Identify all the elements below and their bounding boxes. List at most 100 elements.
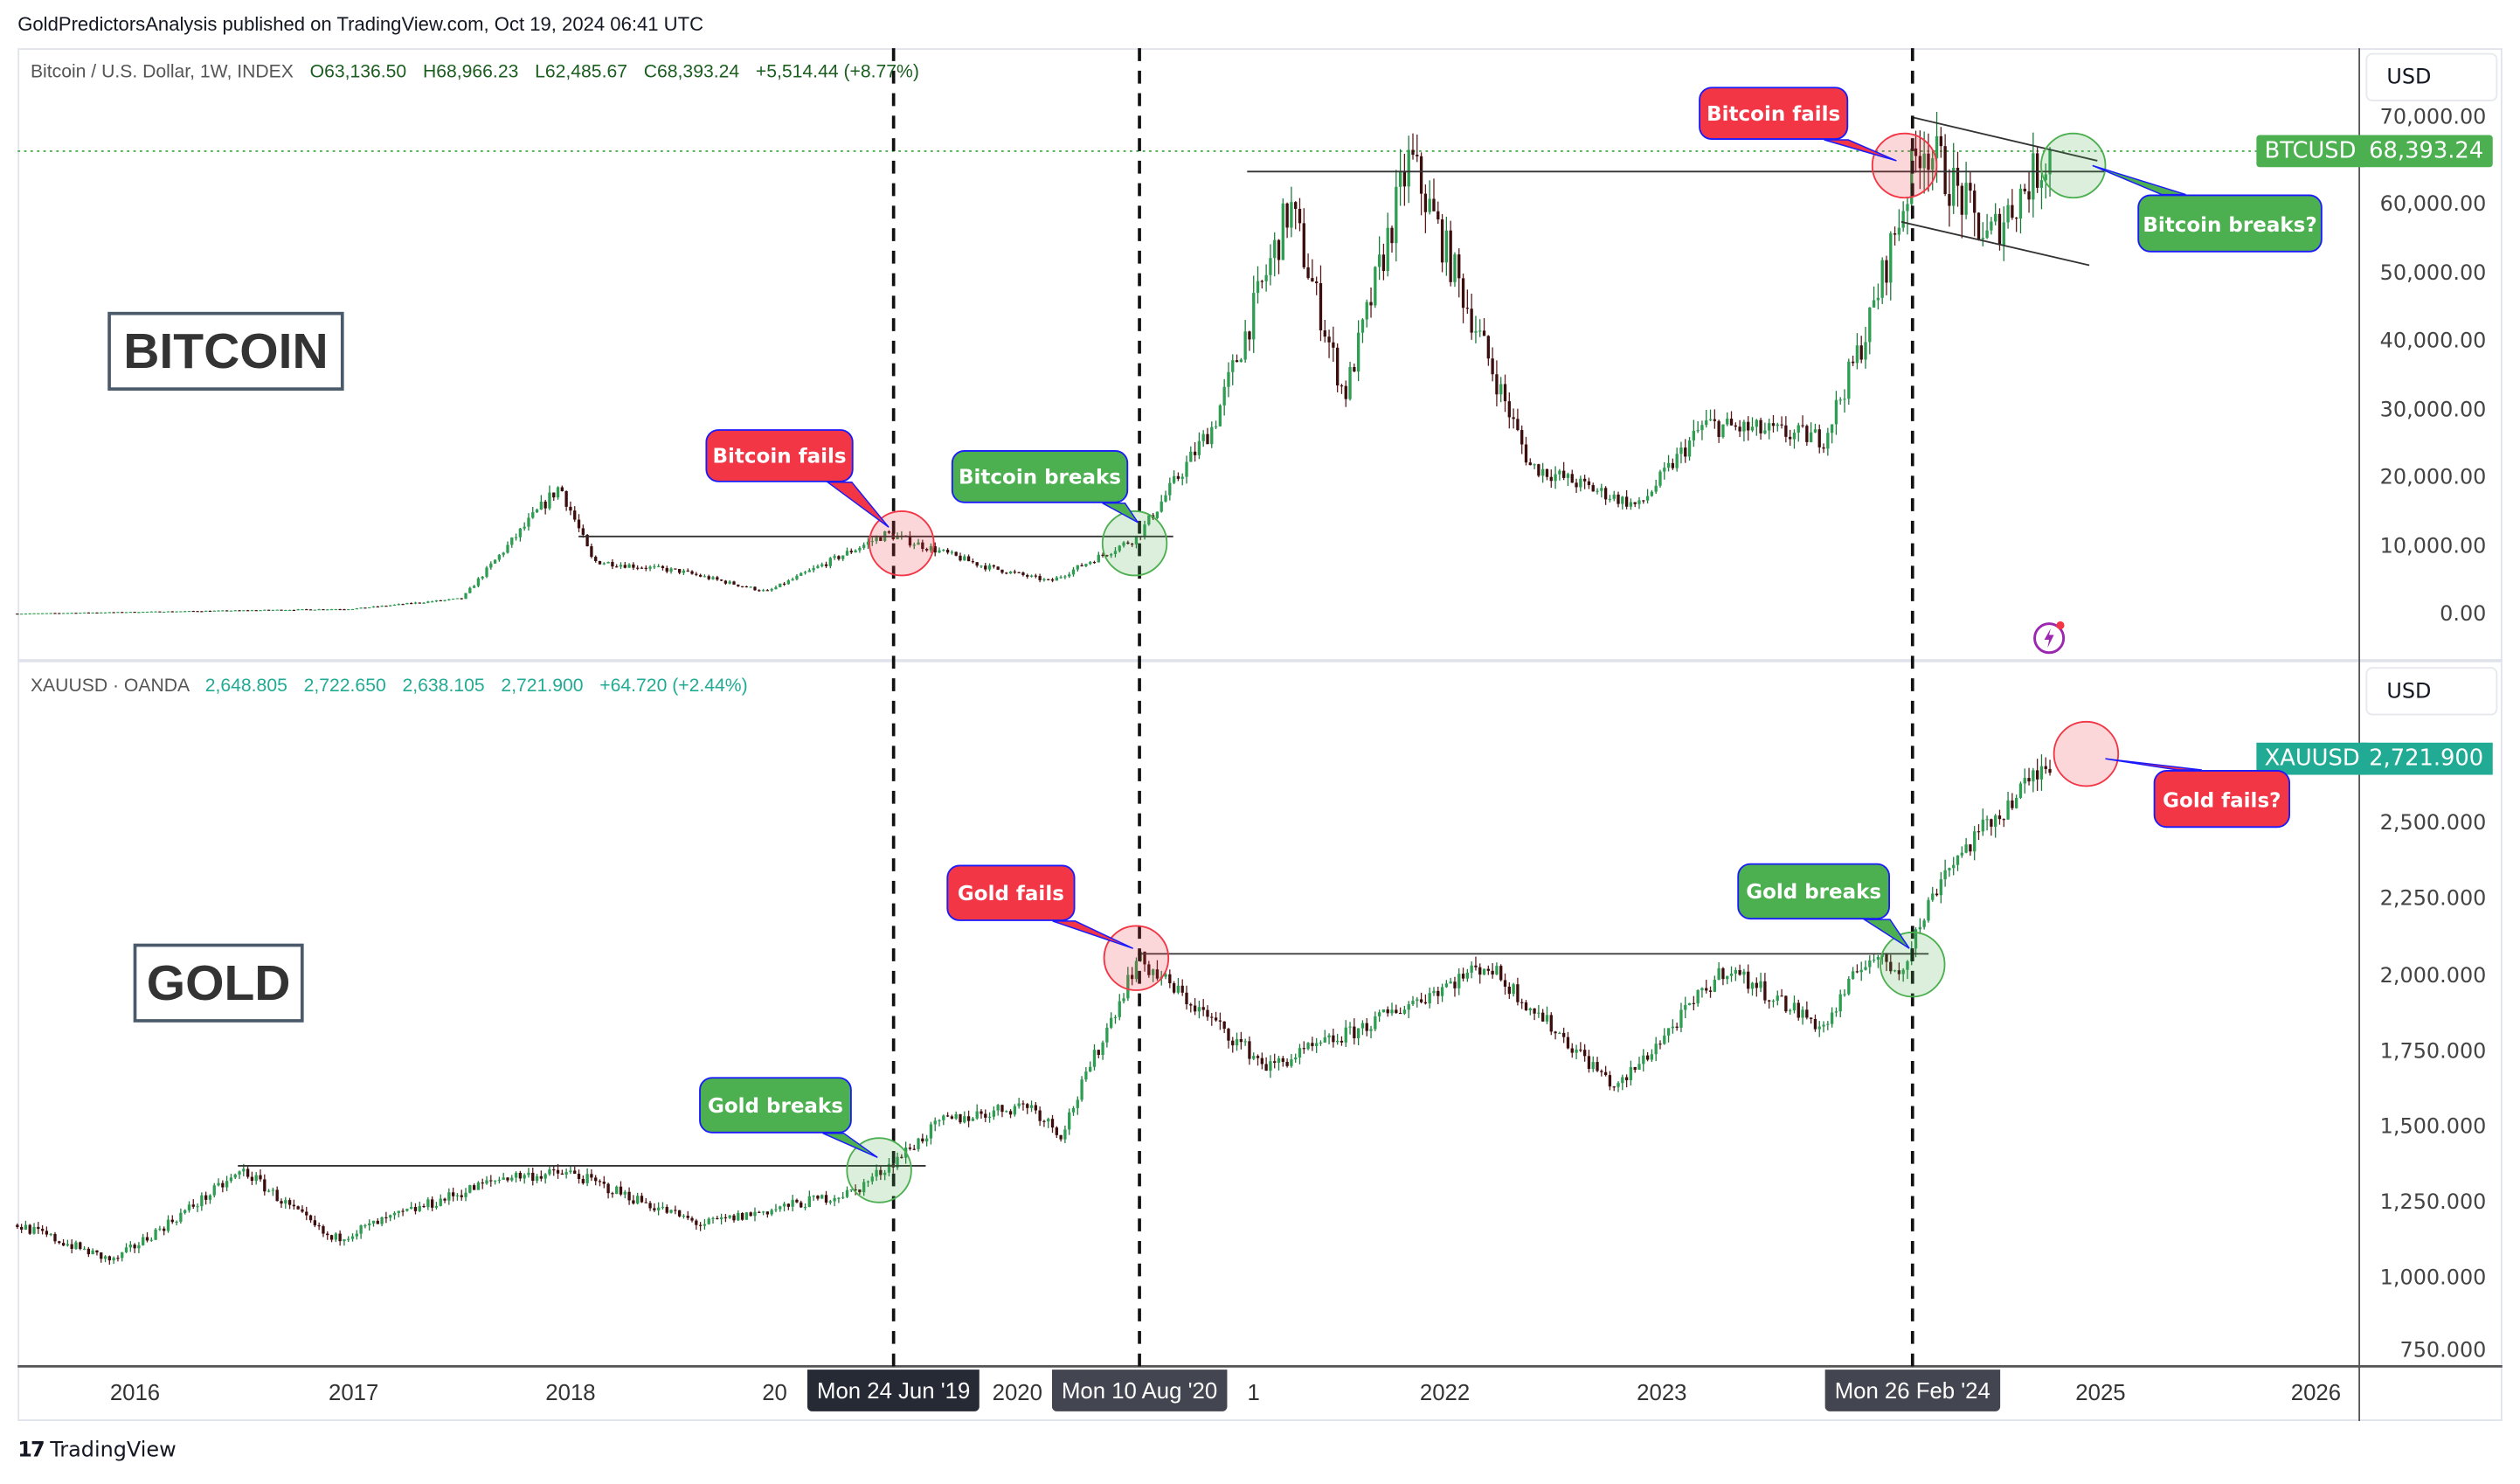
btc-candle xyxy=(975,562,979,566)
btc-candle xyxy=(1922,153,1926,169)
time-tick-label: 2026 xyxy=(2290,1379,2342,1405)
btc-candle xyxy=(405,603,409,605)
btc-candle xyxy=(347,609,350,611)
callout-gold-fails-question[interactable]: Gold fails? xyxy=(2153,770,2291,829)
btc-candle xyxy=(163,611,166,614)
price-tick-label: 1,000.000 xyxy=(2379,1266,2487,1291)
callout-bitcoin-fails-2024[interactable]: Bitcoin fails xyxy=(1699,87,1849,141)
btc-candle xyxy=(644,567,647,569)
time-tick-label: 2022 xyxy=(1419,1379,1471,1405)
gold-last-price-label: 2,721.900 xyxy=(2360,742,2493,775)
btc-candle xyxy=(1155,511,1160,518)
gold-candle xyxy=(1708,990,1713,992)
gold-candle xyxy=(1969,844,1972,852)
gold-candle xyxy=(719,1217,723,1219)
callout-bitcoin-breaks-question[interactable]: Bitcoin breaks? xyxy=(2137,194,2323,253)
gold-candle xyxy=(397,1210,400,1213)
btc-candle xyxy=(401,604,405,606)
callout-gold-breaks-2019[interactable]: Gold breaks xyxy=(699,1077,852,1134)
gold-candle xyxy=(686,1215,689,1218)
btc-candle xyxy=(460,598,463,600)
gold-symbol-price-label: XAUUSD xyxy=(2256,742,2368,775)
gold-candle xyxy=(380,1217,384,1224)
btc-candle xyxy=(1721,424,1725,438)
btc-candle xyxy=(1687,440,1692,457)
footer-brand[interactable]: TradingView xyxy=(50,1439,177,1463)
btc-candle xyxy=(942,549,945,551)
gold-candle xyxy=(1285,1061,1289,1066)
date-marker-jun-2019: Mon 24 Jun '19 xyxy=(807,1370,980,1411)
callout-gold-breaks-2024[interactable]: Gold breaks xyxy=(1737,863,1891,920)
gold-candle xyxy=(246,1168,250,1177)
gold-candle xyxy=(665,1206,668,1213)
btc-candle xyxy=(112,612,115,614)
btc-candle xyxy=(238,610,241,612)
gold-candle xyxy=(1687,1002,1692,1005)
btc-candle xyxy=(1092,562,1097,564)
gold-candle xyxy=(1101,1042,1104,1056)
gold-candle xyxy=(1512,984,1515,995)
highlight-circle xyxy=(1103,925,1170,991)
gold-candle xyxy=(410,1206,413,1210)
gold-candle xyxy=(1579,1049,1582,1051)
btc-candle xyxy=(271,609,275,612)
btc-symbol[interactable]: Bitcoin / U.S. Dollar, 1W, INDEX xyxy=(30,62,294,82)
btc-candle xyxy=(1164,495,1167,502)
gold-currency-button[interactable]: USD xyxy=(2365,667,2498,716)
gold-candle xyxy=(1214,1017,1218,1021)
gold-candle xyxy=(2035,770,2039,780)
btc-candle xyxy=(1285,203,1289,228)
gold-candle xyxy=(1813,1018,1817,1030)
btc-candle xyxy=(431,601,434,603)
btc-candle xyxy=(493,559,497,564)
gold-candle xyxy=(1747,971,1750,989)
btc-candle xyxy=(1281,203,1284,260)
gold-candle xyxy=(669,1210,673,1213)
btc-candle xyxy=(61,613,66,614)
btc-candle xyxy=(585,534,589,547)
lightning-icon[interactable] xyxy=(2032,619,2067,655)
gold-candle xyxy=(1021,1103,1025,1105)
btc-candle xyxy=(1654,485,1658,492)
btc-candle xyxy=(615,566,619,568)
btc-candle xyxy=(254,610,258,612)
btc-candle xyxy=(313,609,317,611)
gold-candle xyxy=(992,1110,996,1117)
gold-candle xyxy=(1231,1040,1235,1046)
gold-candle xyxy=(1864,967,1867,970)
btc-candle xyxy=(250,610,254,612)
gold-candle xyxy=(1642,1055,1645,1064)
gold-candle xyxy=(1792,1002,1797,1011)
btc-candle xyxy=(91,612,94,614)
btc-candle xyxy=(1838,399,1842,401)
callout-bitcoin-breaks-2020[interactable]: Bitcoin breaks xyxy=(951,450,1129,503)
price-tick-label: 70,000.00 xyxy=(2379,105,2487,130)
gold-candle xyxy=(1713,980,1716,992)
btc-candle xyxy=(1050,579,1055,581)
btc-candle xyxy=(744,586,749,588)
btc-candle xyxy=(1650,491,1654,496)
btc-candle xyxy=(1671,462,1675,468)
gold-candle xyxy=(870,1176,874,1182)
btc-candle xyxy=(1294,202,1298,209)
gold-candle xyxy=(1738,970,1741,975)
callout-bitcoin-fails-2019[interactable]: Bitcoin fails xyxy=(705,429,854,482)
gold-candle xyxy=(1008,1111,1013,1115)
gold-candle xyxy=(1059,1134,1063,1140)
btc-currency-button[interactable]: USD xyxy=(2365,52,2498,101)
gold-candle xyxy=(803,1207,807,1209)
btc-candle xyxy=(527,517,530,527)
gold-candle xyxy=(392,1212,397,1216)
gold-symbol[interactable]: XAUUSD · OANDA xyxy=(30,676,189,697)
callout-gold-fails-2020[interactable]: Gold fails xyxy=(946,864,1076,921)
btc-candle xyxy=(1197,440,1201,455)
gold-candle xyxy=(636,1196,640,1204)
btc-candle xyxy=(2018,188,2023,219)
btc-candle xyxy=(1222,386,1226,406)
btc-candle xyxy=(1311,278,1314,282)
btc-candle xyxy=(1830,424,1834,433)
btc-candle xyxy=(2006,205,2010,223)
gold-candle xyxy=(1771,1000,1776,1002)
gold-candle xyxy=(1256,1056,1260,1058)
